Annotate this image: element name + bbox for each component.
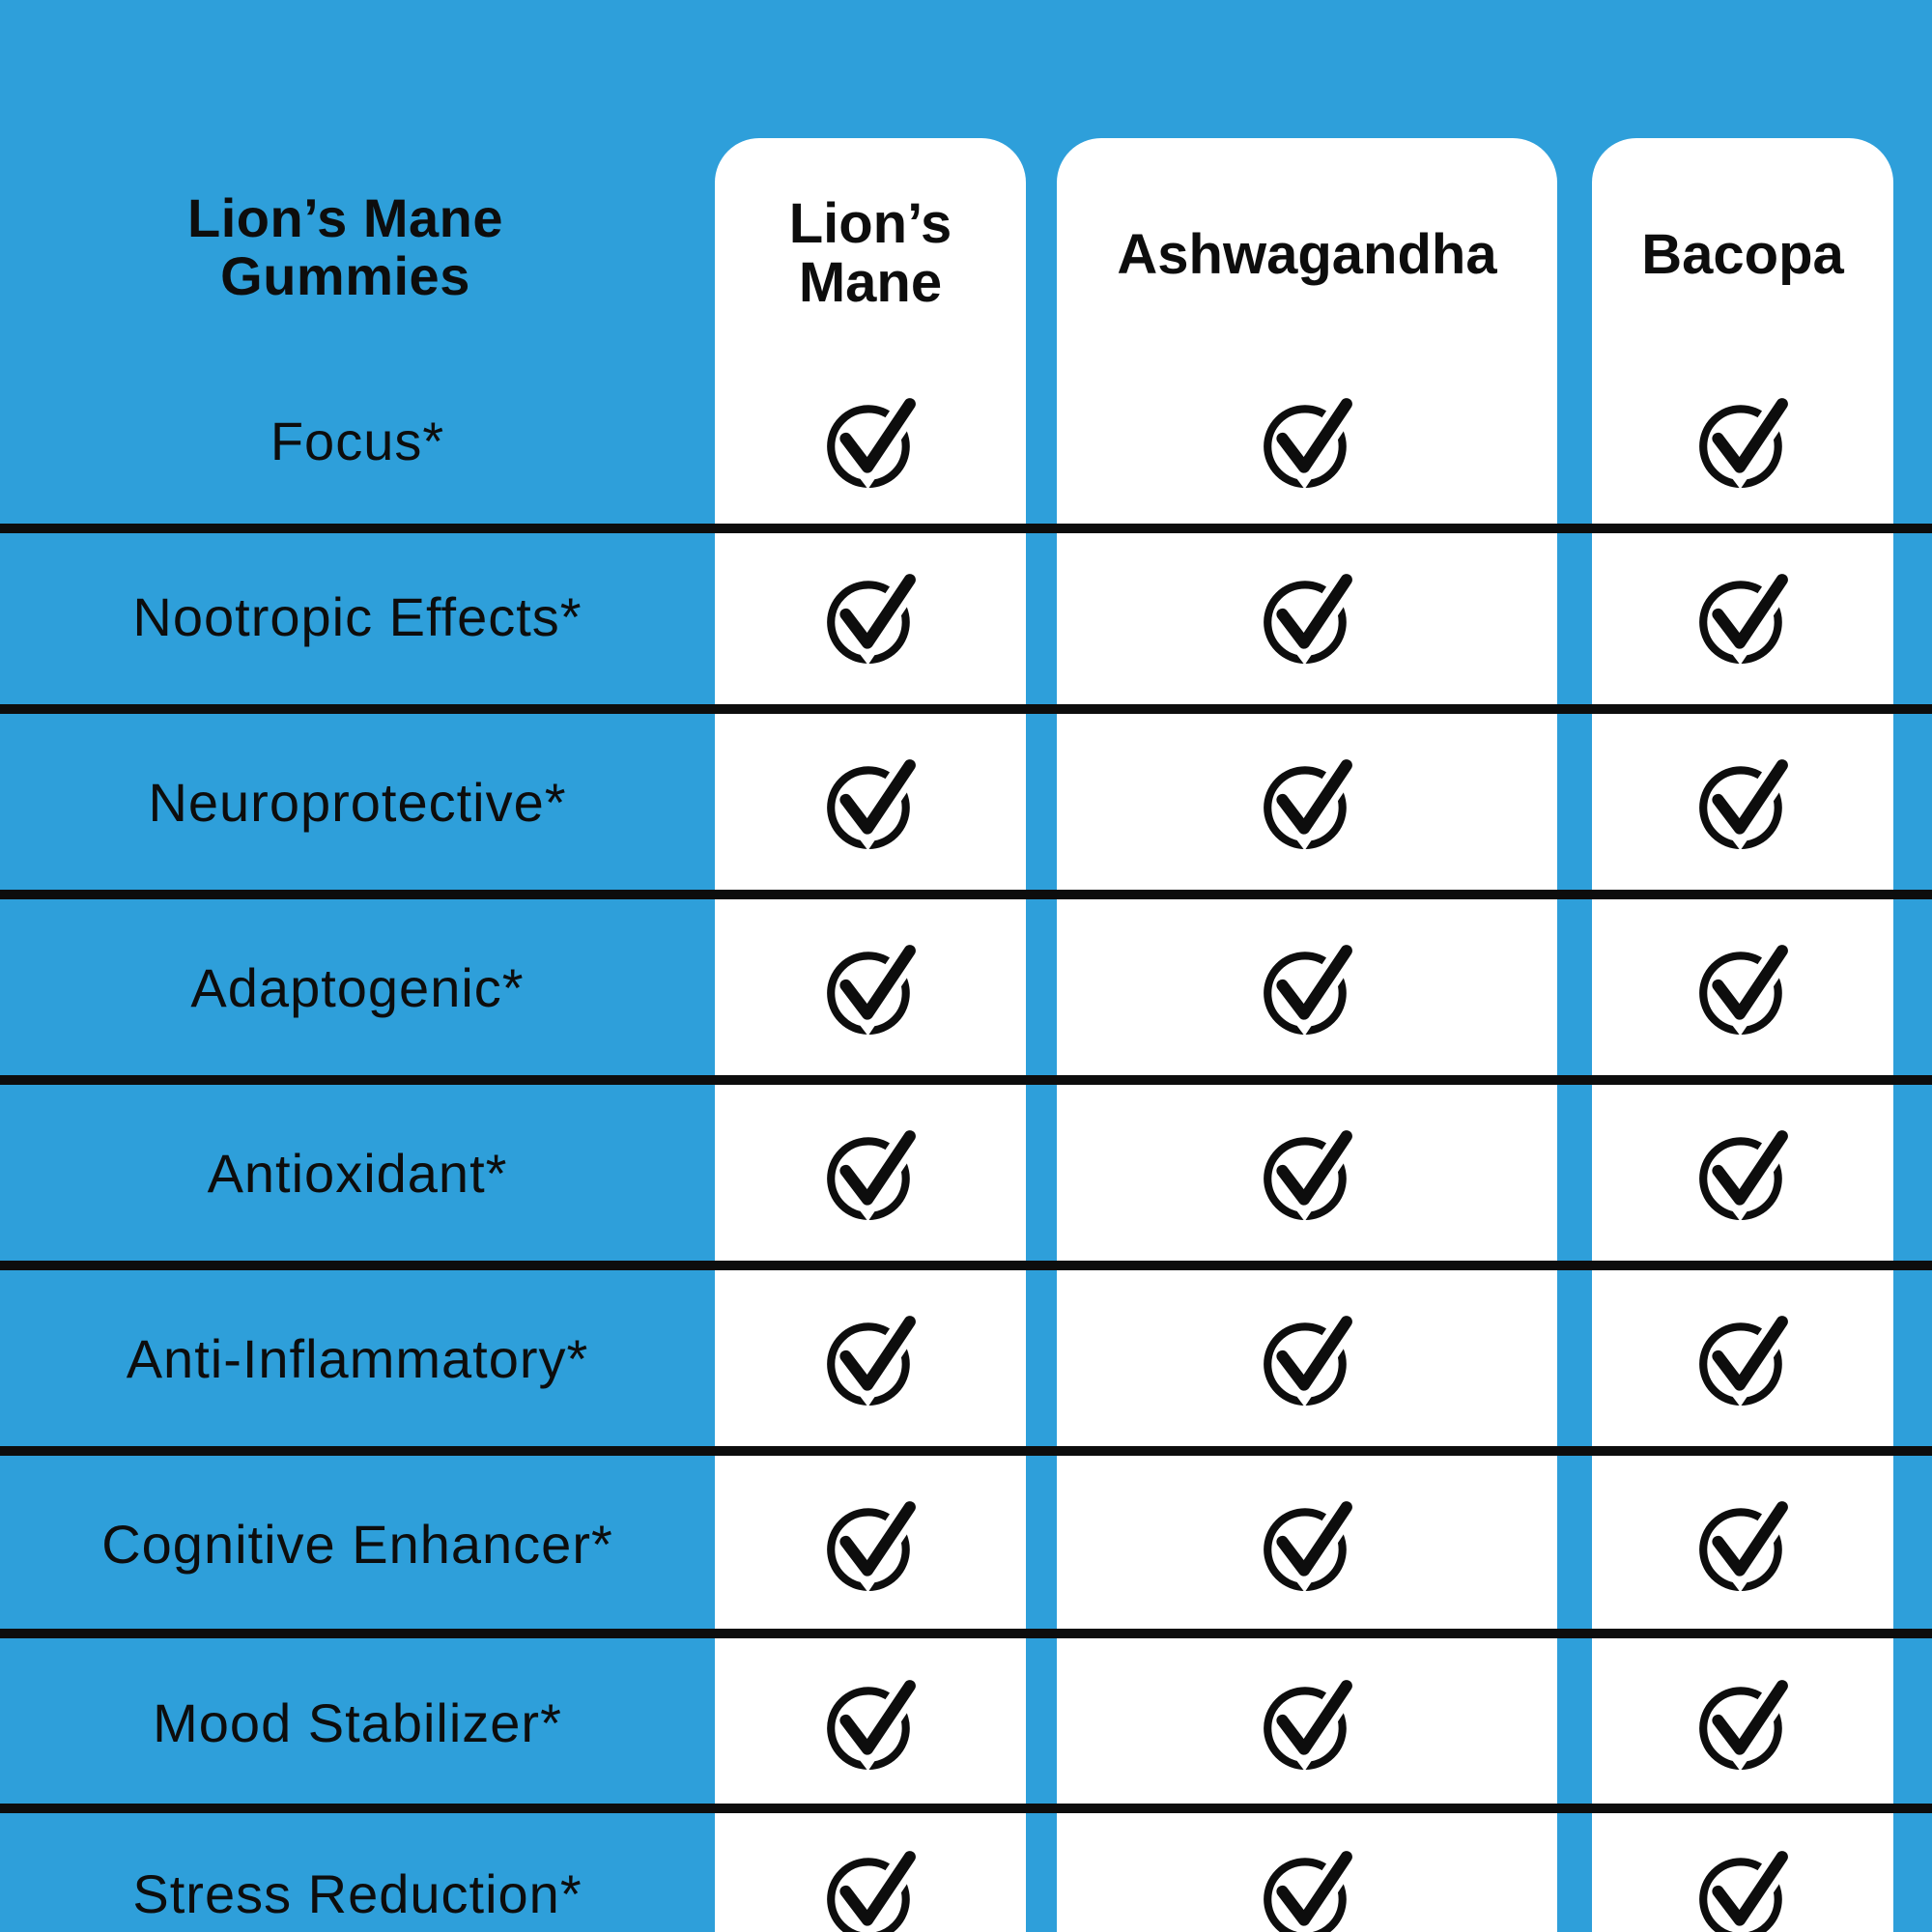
column-header-ashwagandha: Ashwagandha xyxy=(1117,223,1497,286)
check-cell-ashwagandha xyxy=(1057,1286,1557,1431)
row-label: Focus* xyxy=(270,410,445,471)
table-row: Adaptogenic* xyxy=(0,915,1932,1060)
table-title: Lion’s Mane Gummies xyxy=(186,187,503,307)
check-cell-ashwagandha xyxy=(1057,368,1557,513)
row-divider-line xyxy=(0,1446,1932,1456)
row-label: Adaptogenic* xyxy=(190,956,525,1018)
row-divider-line xyxy=(0,1075,1932,1085)
check-cell-bacopa xyxy=(1592,544,1893,689)
check-cell-lions-mane xyxy=(715,1821,1026,1932)
check-cell-lions-mane xyxy=(715,1471,1026,1616)
check-circle-icon xyxy=(1264,1128,1356,1222)
check-cell-lions-mane xyxy=(715,1650,1026,1795)
check-circle-icon xyxy=(1699,757,1792,851)
row-divider-line xyxy=(0,704,1932,714)
check-cell-ashwagandha xyxy=(1057,1821,1557,1932)
row-label: Neuroprotective* xyxy=(148,771,567,833)
check-circle-icon xyxy=(1264,1849,1356,1932)
check-circle-icon xyxy=(1699,1499,1792,1593)
check-cell-bacopa xyxy=(1592,1100,1893,1245)
table-row: Stress Reduction* xyxy=(0,1821,1932,1932)
check-circle-icon xyxy=(1699,1849,1792,1932)
check-circle-icon xyxy=(827,757,920,851)
table-row: Neuroprotective* xyxy=(0,729,1932,874)
check-circle-icon xyxy=(827,1849,920,1932)
check-cell-ashwagandha xyxy=(1057,1100,1557,1245)
check-cell-bacopa xyxy=(1592,915,1893,1060)
check-cell-lions-mane xyxy=(715,915,1026,1060)
check-circle-icon xyxy=(1699,1128,1792,1222)
row-divider-line xyxy=(0,1261,1932,1270)
check-cell-ashwagandha xyxy=(1057,915,1557,1060)
row-divider-line xyxy=(0,1803,1932,1813)
column-header-lions-mane: Lion’s Mane xyxy=(788,192,952,314)
check-circle-icon xyxy=(1699,1314,1792,1407)
table-row: Nootropic Effects* xyxy=(0,544,1932,689)
row-label: Stress Reduction* xyxy=(132,1862,582,1924)
table-row: Mood Stabilizer* xyxy=(0,1650,1932,1795)
row-divider-line xyxy=(0,890,1932,899)
check-circle-icon xyxy=(827,1678,920,1772)
row-divider-line xyxy=(0,1628,1932,1638)
row-divider-line xyxy=(0,524,1932,533)
check-cell-bacopa xyxy=(1592,729,1893,874)
check-circle-icon xyxy=(827,1499,920,1593)
check-cell-lions-mane xyxy=(715,1100,1026,1245)
check-circle-icon xyxy=(827,1314,920,1407)
table-row: Cognitive Enhancer* xyxy=(0,1471,1932,1616)
row-label: Nootropic Effects* xyxy=(132,585,582,647)
check-circle-icon xyxy=(827,572,920,666)
check-circle-icon xyxy=(1699,1678,1792,1772)
check-circle-icon xyxy=(827,1128,920,1222)
check-circle-icon xyxy=(1264,943,1356,1037)
check-cell-bacopa xyxy=(1592,368,1893,513)
check-circle-icon xyxy=(827,943,920,1037)
table-row: Antioxidant* xyxy=(0,1100,1932,1245)
check-circle-icon xyxy=(1264,1499,1356,1593)
check-cell-bacopa xyxy=(1592,1471,1893,1616)
row-label: Anti-Inflammatory* xyxy=(126,1327,589,1389)
check-cell-lions-mane xyxy=(715,544,1026,689)
check-circle-icon xyxy=(1264,757,1356,851)
check-circle-icon xyxy=(1264,396,1356,490)
check-circle-icon xyxy=(1699,943,1792,1037)
check-cell-lions-mane xyxy=(715,368,1026,513)
check-cell-bacopa xyxy=(1592,1821,1893,1932)
check-circle-icon xyxy=(1264,1314,1356,1407)
check-cell-bacopa xyxy=(1592,1286,1893,1431)
check-circle-icon xyxy=(827,396,920,490)
check-cell-ashwagandha xyxy=(1057,544,1557,689)
check-cell-ashwagandha xyxy=(1057,1471,1557,1616)
check-circle-icon xyxy=(1699,572,1792,666)
check-cell-lions-mane xyxy=(715,1286,1026,1431)
row-label: Antioxidant* xyxy=(207,1142,508,1204)
check-cell-bacopa xyxy=(1592,1650,1893,1795)
check-cell-ashwagandha xyxy=(1057,729,1557,874)
table-row: Anti-Inflammatory* xyxy=(0,1286,1932,1431)
check-circle-icon xyxy=(1264,572,1356,666)
check-cell-ashwagandha xyxy=(1057,1650,1557,1795)
row-label: Mood Stabilizer* xyxy=(153,1691,562,1753)
check-circle-icon xyxy=(1264,1678,1356,1772)
check-cell-lions-mane xyxy=(715,729,1026,874)
column-header-bacopa: Bacopa xyxy=(1641,223,1844,286)
row-label: Cognitive Enhancer* xyxy=(101,1513,613,1575)
table-row: Focus* xyxy=(0,368,1932,513)
check-circle-icon xyxy=(1699,396,1792,490)
